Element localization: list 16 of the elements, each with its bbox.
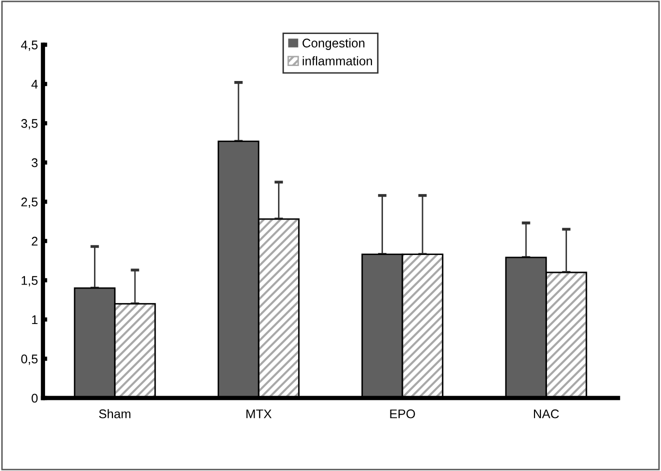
y-tick-label: 2,5 <box>21 198 38 208</box>
y-tick-label: 3,5 <box>21 119 38 130</box>
x-tick-label: Sham <box>99 409 130 418</box>
y-tick-label: 0,5 <box>21 354 38 365</box>
y-tick-label: 1 <box>32 315 38 324</box>
y-tick-label: 4 <box>31 80 38 89</box>
y-tick-label: 3 <box>32 158 38 168</box>
y-tick-label: 4,5 <box>21 40 38 51</box>
y-tick-label: 0 <box>32 394 38 403</box>
legend-label: Congestion <box>302 38 364 50</box>
x-tick-label: EPO <box>390 409 415 418</box>
x-tick-label: NAC <box>534 409 559 418</box>
y-tick-label: 1,5 <box>22 276 38 286</box>
legend-label: inflammation <box>302 56 372 66</box>
x-tick-label: MTX <box>246 410 272 418</box>
y-tick-label: 2 <box>32 236 38 246</box>
